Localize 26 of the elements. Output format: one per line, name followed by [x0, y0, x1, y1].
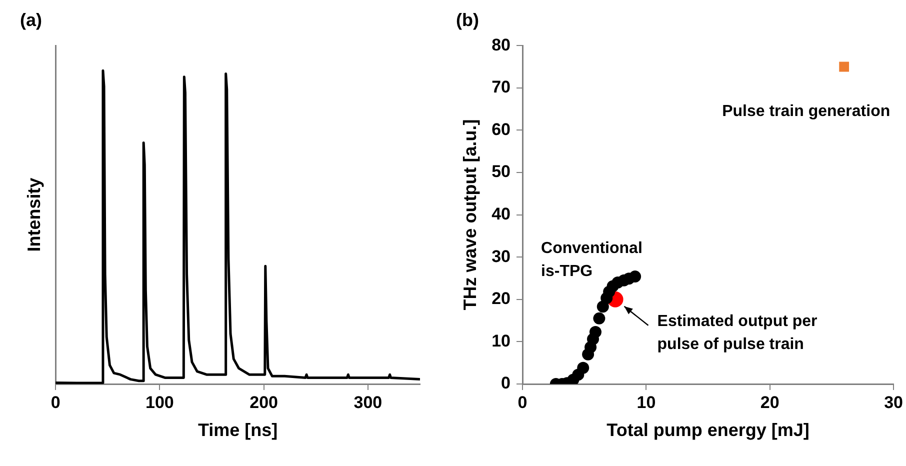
- y-tick-label: 20: [492, 289, 511, 308]
- y-tick-label: 80: [492, 35, 511, 54]
- x-tick-label: 200: [250, 392, 278, 412]
- y-tick-label: 10: [492, 331, 511, 350]
- x-tick-label: 30: [884, 392, 904, 412]
- y-tick-label: 50: [492, 162, 511, 182]
- chart-title: (b): [456, 10, 479, 30]
- x-tick-label: 0: [50, 392, 60, 412]
- annotation: Conventional is-TPG: [541, 240, 642, 280]
- x-tick-label: 300: [354, 392, 382, 412]
- y-tick-label: 70: [492, 78, 511, 97]
- chart-title: (a): [20, 10, 42, 30]
- y-axis-title: Intensity: [24, 178, 44, 252]
- annotation: Pulse train generation: [722, 103, 890, 120]
- y-tick-label: 0: [501, 374, 511, 393]
- x-tick-label: 10: [636, 392, 656, 412]
- x-tick-label: 20: [760, 392, 780, 412]
- annotation: Estimated output per pulse of pulse train: [657, 312, 818, 353]
- y-tick-label: 40: [492, 204, 511, 224]
- x-axis-title: Time [ns]: [198, 420, 278, 440]
- x-axis-title: Total pump energy [mJ]: [606, 420, 810, 440]
- x-tick-label: 100: [146, 392, 174, 412]
- y-tick-label: 60: [492, 120, 511, 139]
- x-tick-label: 0: [518, 392, 528, 412]
- y-tick-label: 30: [492, 246, 511, 266]
- y-axis-title: THz wave output [a.u.]: [460, 119, 480, 310]
